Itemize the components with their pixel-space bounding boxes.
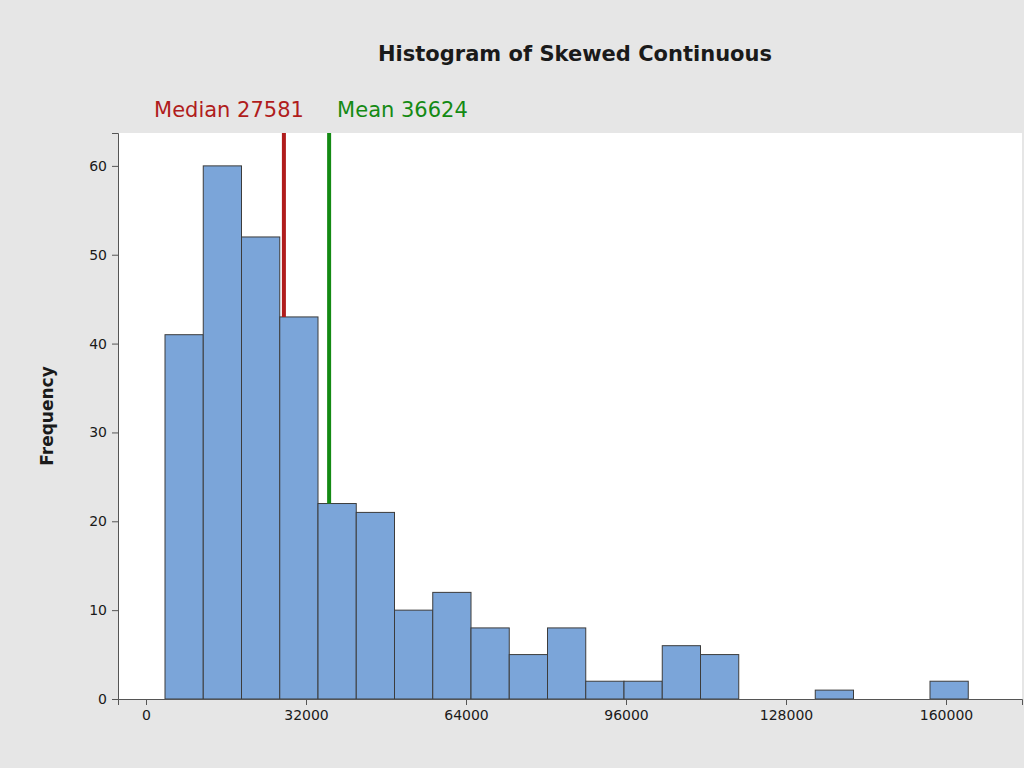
tick: 30 bbox=[89, 424, 118, 440]
tick-label: 0 bbox=[142, 707, 151, 723]
histogram-bar bbox=[777, 699, 815, 700]
tick-mark bbox=[306, 699, 307, 705]
axis-line bbox=[112, 134, 119, 700]
tick-label: 160000 bbox=[920, 707, 973, 723]
tick-mark bbox=[112, 432, 118, 433]
tick-label: 40 bbox=[89, 336, 107, 352]
tick: 0 bbox=[142, 699, 151, 723]
tick-mark bbox=[112, 521, 118, 522]
tick: 50 bbox=[89, 247, 118, 263]
tick-mark bbox=[112, 699, 118, 700]
tick: 32000 bbox=[284, 699, 329, 723]
axis-line bbox=[119, 700, 1023, 706]
tick-mark bbox=[786, 699, 787, 705]
y-axis: 0 10 20 30 40 50 60 bbox=[89, 134, 118, 707]
histogram-bar bbox=[318, 504, 356, 699]
histogram-bar bbox=[930, 681, 968, 699]
histogram-bar bbox=[739, 699, 777, 700]
tick: 10 bbox=[89, 602, 118, 618]
chart: Histogram of Skewed Continuous Frequency M… bbox=[0, 0, 1024, 768]
histogram-bar bbox=[395, 610, 433, 699]
tick-label: 96000 bbox=[604, 707, 649, 723]
tick-label: 20 bbox=[89, 513, 107, 529]
tick-mark bbox=[112, 255, 118, 256]
tick-mark bbox=[946, 699, 947, 705]
histogram-bar bbox=[280, 317, 318, 699]
reference-line bbox=[327, 133, 331, 504]
histogram-bar bbox=[242, 237, 280, 699]
tick-label: 30 bbox=[89, 424, 107, 440]
histogram-bar bbox=[624, 681, 662, 699]
tick-mark bbox=[112, 166, 118, 167]
tick-mark bbox=[626, 699, 627, 705]
tick: 96000 bbox=[604, 699, 649, 723]
tick-label: 0 bbox=[98, 691, 107, 707]
background bbox=[0, 0, 1024, 768]
histogram-bar bbox=[471, 628, 509, 699]
title: Histogram of Skewed Continuous bbox=[378, 42, 772, 66]
reference-line-label: Median 27581 bbox=[154, 98, 304, 122]
histogram-bar bbox=[509, 655, 547, 699]
histogram-bar bbox=[662, 646, 700, 699]
histogram-bar bbox=[701, 655, 739, 699]
tick: 128000 bbox=[760, 699, 813, 723]
histogram-bar bbox=[356, 512, 394, 699]
tick-label: 60 bbox=[89, 158, 107, 174]
histogram-bar bbox=[815, 690, 853, 699]
tick: 160000 bbox=[920, 699, 973, 723]
x-axis: 0 32000 64000 96000 128000 160000 bbox=[119, 699, 1023, 723]
tick-label: 128000 bbox=[760, 707, 813, 723]
histogram-bar bbox=[854, 699, 892, 700]
reference-line bbox=[282, 133, 286, 317]
histogram-bar bbox=[203, 166, 241, 699]
reference-line-label: Mean 36624 bbox=[337, 98, 468, 122]
tick-mark bbox=[146, 699, 147, 705]
histogram-bar bbox=[433, 592, 471, 699]
histogram-bar bbox=[165, 335, 203, 699]
plot-area bbox=[118, 133, 1022, 699]
tick-label: 64000 bbox=[444, 707, 489, 723]
tick-mark bbox=[112, 344, 118, 345]
tick: 20 bbox=[89, 513, 118, 529]
tick-label: 50 bbox=[89, 247, 107, 263]
histogram-bar bbox=[892, 699, 930, 700]
histogram-bar bbox=[586, 681, 624, 699]
y-axis-title: Frequency bbox=[37, 366, 57, 466]
tick: 64000 bbox=[444, 699, 489, 723]
histogram-bar bbox=[548, 628, 586, 699]
bars bbox=[165, 133, 968, 699]
tick-label: 32000 bbox=[284, 707, 329, 723]
tick-mark bbox=[112, 610, 118, 611]
tick: 0 bbox=[98, 691, 118, 707]
tick: 40 bbox=[89, 336, 118, 352]
tick: 60 bbox=[89, 158, 118, 174]
tick-label: 10 bbox=[89, 602, 107, 618]
tick-mark bbox=[466, 699, 467, 705]
